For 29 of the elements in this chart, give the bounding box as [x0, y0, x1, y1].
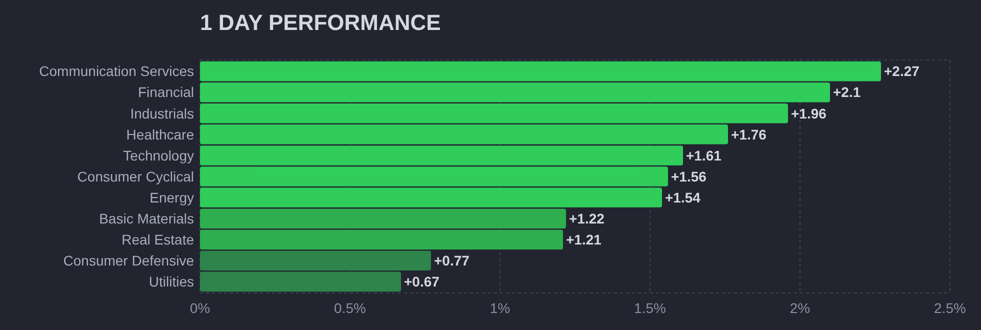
x-tick-label: 2.5%: [934, 300, 966, 316]
data-label: +1.21: [566, 232, 602, 248]
data-label: +1.54: [665, 189, 701, 206]
y-tick-label: Energy: [150, 189, 194, 206]
data-label: +1.61: [686, 147, 722, 164]
data-label: +2.1: [833, 84, 861, 100]
y-tick-label: Communication Services: [39, 63, 194, 80]
data-label: +1.22: [569, 210, 605, 226]
x-tick-label: 0.5%: [334, 300, 366, 316]
data-label: +0.67: [404, 274, 440, 290]
x-tick-label: 1.5%: [634, 300, 666, 316]
y-tick-label: Real Estate: [122, 232, 194, 248]
y-tick-label: Technology: [123, 147, 194, 164]
y-tick-label: Healthcare: [126, 126, 194, 142]
x-tick-label: 2%: [790, 300, 810, 316]
data-label: +1.96: [791, 105, 827, 122]
x-tick-label: 1%: [490, 300, 510, 316]
y-tick-label: Utilities: [148, 274, 194, 290]
y-tick-label: Industrials: [130, 105, 194, 122]
data-label: +1.56: [671, 168, 707, 184]
data-label: +2.27: [884, 63, 920, 80]
data-label: +1.76: [731, 126, 767, 142]
x-tick-label: 0%: [190, 300, 210, 316]
y-tick-label: Consumer Defensive: [63, 252, 194, 269]
y-tick-label: Basic Materials: [99, 210, 194, 226]
y-tick-label: Consumer Cyclical: [77, 168, 194, 184]
chart-title: 1 DAY PERFORMANCE: [200, 10, 441, 35]
y-tick-label: Financial: [138, 84, 194, 100]
data-label: +0.77: [434, 252, 470, 269]
